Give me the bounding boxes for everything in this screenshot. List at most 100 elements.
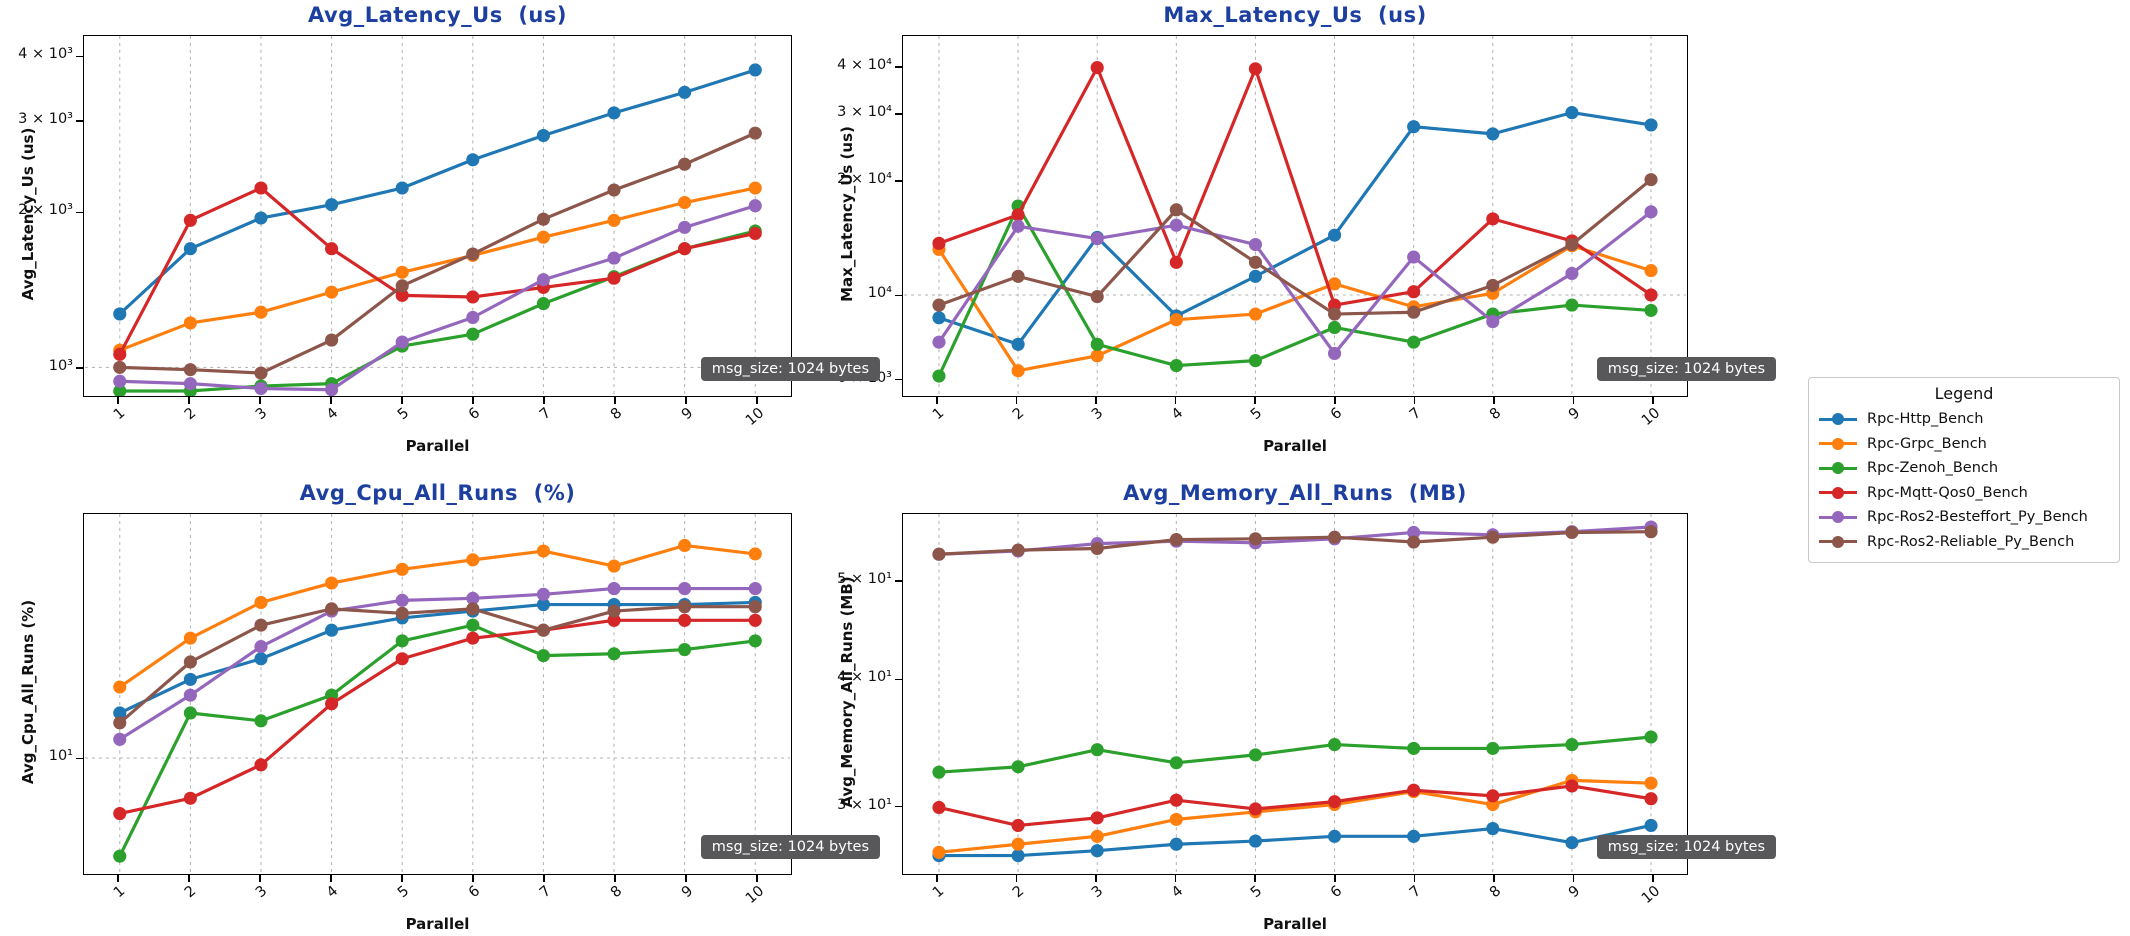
data-point [748,199,762,213]
data-point [1327,228,1342,242]
data-point [466,591,480,605]
chart-title: Avg_Latency_Us (us) [308,3,567,27]
msg-size-annotation: msg_size: 1024 bytes [1596,357,1776,381]
data-point [1248,62,1263,76]
legend-line-marker-icon [1819,511,1857,524]
x-tick-mark [259,875,261,882]
data-point [536,128,550,143]
y-tick-label: 5 × 10¹ [837,570,892,587]
data-point [183,242,197,256]
y-tick-mark [895,678,902,681]
data-point [678,242,692,256]
data-point [607,582,621,596]
x-tick-mark [756,875,758,882]
data-point [113,732,127,746]
data-point [466,247,480,261]
data-point [113,374,127,388]
legend-dot-icon [1832,437,1844,450]
x-tick-mark [1015,875,1018,882]
data-point [466,153,480,167]
chart-title: Avg_Cpu_All_Runs (%) [299,481,576,505]
data-point [113,347,127,361]
data-point [1407,285,1421,299]
data-point [183,631,197,645]
x-axis-label: Parallel [405,437,470,455]
data-point [1248,532,1263,546]
data-point [1090,349,1104,363]
data-point [536,597,550,612]
data-point [466,327,480,341]
x-tick-mark [117,875,119,882]
data-point [1090,337,1104,351]
data-point [536,544,550,558]
data-point [254,305,268,319]
x-tick-mark [330,875,332,882]
legend-line-marker-icon [1819,535,1857,548]
legend-entry-label: Rpc-Grpc_Bench [1867,435,1987,452]
data-point [1644,818,1658,833]
data-point [1090,829,1104,843]
legend-line-marker-icon [1819,486,1857,499]
data-point [1407,305,1421,319]
data-point [395,562,409,576]
data-point [1090,61,1104,75]
data-point [395,265,409,279]
data-point [607,647,621,661]
x-axis-label: Parallel [1263,437,1327,455]
data-point [932,765,946,779]
data-point [1644,792,1658,806]
data-point [678,582,692,596]
y-tick-label: 3 × 10¹ [837,796,892,813]
y-axis-label: Avg_Memory_All_Runs (MB) [838,576,856,808]
data-point [607,183,621,197]
data-point [183,213,197,227]
data-point [932,800,946,815]
data-point [1565,836,1579,850]
data-point [536,273,550,287]
data-point [748,613,762,627]
data-point [1090,232,1104,246]
msg-size-annotation: msg_size: 1024 bytes [700,357,880,381]
data-point [1169,218,1183,232]
data-point [1407,535,1421,549]
data-point [183,672,197,686]
msg-size-annotation: msg_size: 1024 bytes [700,835,880,859]
y-tick-label: 10³ [48,358,73,375]
data-point [1248,307,1263,321]
data-point [678,613,692,627]
data-point [1644,205,1658,219]
x-tick-mark [1333,875,1336,882]
data-point [1486,212,1500,226]
data-point [536,297,550,311]
x-tick-mark [1413,875,1416,882]
legend-entry-label: Rpc-Ros2-Besteffort_Py_Bench [1867,509,2088,526]
data-point [748,547,762,561]
data-point [932,547,946,561]
y-tick-mark [895,65,902,68]
data-point [395,335,409,349]
data-point [1248,834,1263,848]
data-point [536,623,550,637]
plot-area [902,513,1688,875]
legend-dot-icon [1832,413,1844,426]
data-point [113,307,127,321]
data-point [395,181,409,195]
data-point [1407,525,1421,540]
legend-entry-label: Rpc-Zenoh_Bench [1867,460,1999,477]
x-tick-mark [1095,397,1097,404]
data-point [1011,269,1025,283]
data-point [1327,530,1342,544]
x-tick-mark [1572,397,1575,404]
data-point [1486,821,1500,836]
plot-area [83,35,792,397]
y-tick-label: 3 × 10³ [18,111,73,128]
data-point [183,791,197,805]
data-point [1486,278,1500,292]
data-point [183,688,197,702]
data-point [1565,738,1579,752]
data-point [1565,525,1579,540]
data-point [678,538,692,553]
data-point [607,213,621,227]
x-tick-mark [472,875,474,882]
data-point [254,381,268,396]
